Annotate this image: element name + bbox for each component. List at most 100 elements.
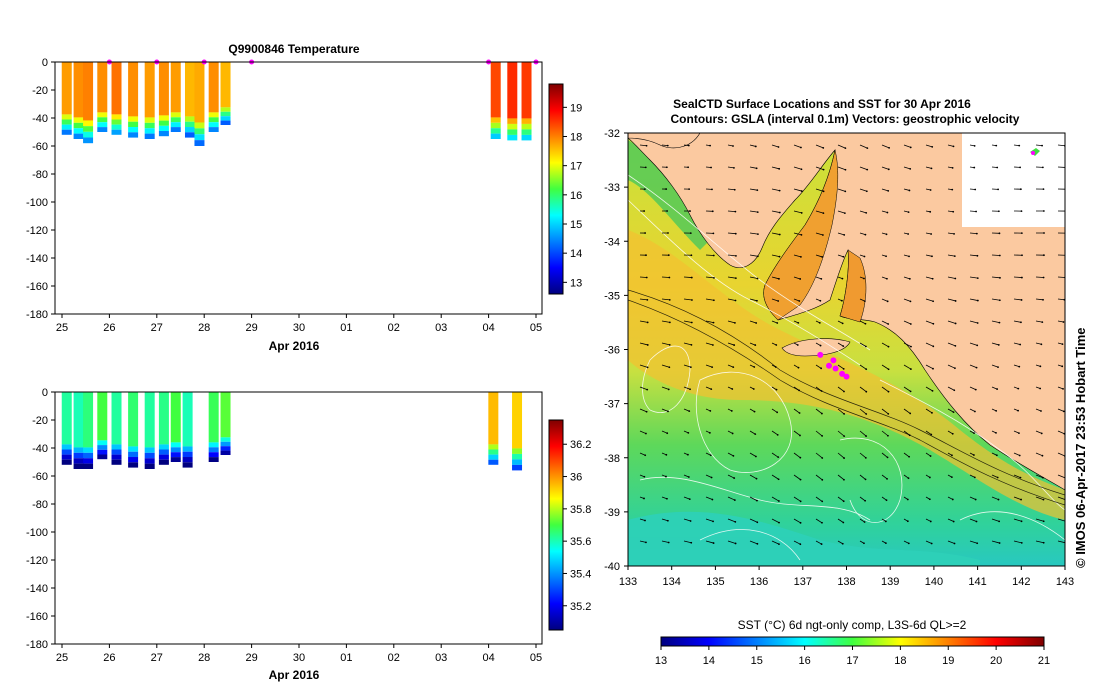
temperature-colorbar xyxy=(548,83,564,295)
map-y-tick-label: -38 xyxy=(604,453,620,465)
map-x-tick-label: 143 xyxy=(1056,576,1074,588)
x-tick-label: 26 xyxy=(103,322,115,334)
velocity-arrow-head xyxy=(756,277,759,280)
velocity-arrow xyxy=(771,430,778,436)
velocity-arrow xyxy=(661,144,668,146)
velocity-arrow-head xyxy=(646,344,649,346)
velocity-arrow-head xyxy=(887,323,890,325)
velocity-arrow-head xyxy=(643,210,646,212)
velocity-arrow-head xyxy=(800,168,803,171)
salinity-axes-frame xyxy=(54,391,543,645)
x-tick-label: 29 xyxy=(245,652,257,664)
velocity-arrow xyxy=(727,254,736,257)
velocity-arrow-head xyxy=(866,147,869,150)
velocity-arrow-head xyxy=(688,498,691,500)
velocity-arrow xyxy=(859,496,866,502)
velocity-arrow-head xyxy=(973,166,976,169)
velocity-arrow xyxy=(727,452,734,457)
profile-column xyxy=(220,392,231,438)
velocity-arrow-head xyxy=(1041,166,1044,169)
velocity-arrow-head xyxy=(887,345,890,348)
velocity-arrow-head xyxy=(797,322,800,324)
velocity-arrow xyxy=(969,298,978,301)
velocity-arrow-head xyxy=(799,543,802,546)
velocity-arrow-head xyxy=(906,498,909,501)
velocity-arrow-head xyxy=(908,455,911,458)
velocity-arrow-head xyxy=(863,542,865,545)
velocity-arrow-head xyxy=(886,477,888,480)
profile-cell xyxy=(490,128,501,134)
profile-column xyxy=(144,392,155,448)
velocity-arrow-head xyxy=(820,412,823,415)
velocity-arrow-head xyxy=(908,434,911,437)
profile-column xyxy=(128,392,139,447)
velocity-arrow xyxy=(771,144,779,148)
velocity-arrow-head xyxy=(995,409,998,412)
velocity-arrow xyxy=(991,474,998,478)
velocity-arrow xyxy=(969,496,976,500)
profile-cell xyxy=(507,129,518,135)
velocity-arrow-head xyxy=(974,410,976,413)
velocity-arrow-head xyxy=(975,232,978,235)
velocity-arrow xyxy=(1013,540,1022,544)
velocity-arrow-head xyxy=(976,322,979,324)
velocity-arrow xyxy=(683,540,692,544)
velocity-arrow-head xyxy=(734,299,737,302)
profile-column xyxy=(111,392,122,445)
profile-column xyxy=(97,392,108,441)
velocity-arrow-head xyxy=(734,542,737,545)
velocity-arrow xyxy=(1013,276,1022,278)
velocity-arrow xyxy=(881,342,889,348)
velocity-arrow-head xyxy=(777,478,780,481)
velocity-arrow xyxy=(837,496,844,502)
profile-column xyxy=(170,62,181,113)
profile-cell xyxy=(97,122,108,128)
profile-cell xyxy=(182,446,193,452)
velocity-arrow xyxy=(925,342,934,347)
profile-cell xyxy=(61,454,72,460)
velocity-arrow xyxy=(1057,430,1065,435)
velocity-arrow-head xyxy=(1042,520,1045,523)
velocity-arrow-head xyxy=(886,456,889,459)
velocity-arrow-head xyxy=(952,210,955,213)
velocity-arrow xyxy=(683,298,692,301)
x-tick-label: 27 xyxy=(151,652,163,664)
velocity-arrow-head xyxy=(844,190,847,193)
velocity-arrow-head xyxy=(799,456,802,459)
velocity-arrow-head xyxy=(778,543,780,545)
velocity-arrow xyxy=(925,276,933,280)
velocity-arrow-head xyxy=(952,145,955,148)
velocity-arrow-head xyxy=(756,542,759,545)
profile-cell xyxy=(158,459,169,465)
profile-column xyxy=(208,62,219,113)
velocity-arrow xyxy=(749,474,757,480)
velocity-arrow-head xyxy=(712,299,715,302)
velocity-arrow xyxy=(661,430,668,434)
velocity-arrow-head xyxy=(864,322,867,325)
colorbar-tick-label: 36.2 xyxy=(570,439,591,451)
profile-cell xyxy=(97,117,108,123)
velocity-arrow-head xyxy=(996,388,999,390)
velocity-arrow xyxy=(903,474,909,479)
velocity-arrow-head xyxy=(756,211,759,214)
profile-cell xyxy=(128,451,139,458)
velocity-arrow-head xyxy=(711,498,714,501)
velocity-arrow-head xyxy=(1062,410,1065,413)
x-tick-label: 29 xyxy=(245,322,257,334)
x-tick-label: 04 xyxy=(482,652,494,664)
velocity-arrow xyxy=(837,188,846,192)
profile-cell xyxy=(507,118,518,124)
velocity-arrow xyxy=(969,408,976,412)
profile-cell xyxy=(158,449,169,455)
velocity-arrow xyxy=(881,474,888,480)
velocity-arrow-head xyxy=(818,321,821,324)
velocity-arrow xyxy=(727,518,736,523)
colorbar-tick-label: 36 xyxy=(570,472,582,484)
profile-cell xyxy=(61,459,72,465)
velocity-arrow-head xyxy=(929,189,932,191)
velocity-arrow xyxy=(969,342,978,346)
velocity-arrow-head xyxy=(864,456,867,459)
velocity-arrow xyxy=(859,474,866,480)
velocity-arrow xyxy=(881,408,889,415)
